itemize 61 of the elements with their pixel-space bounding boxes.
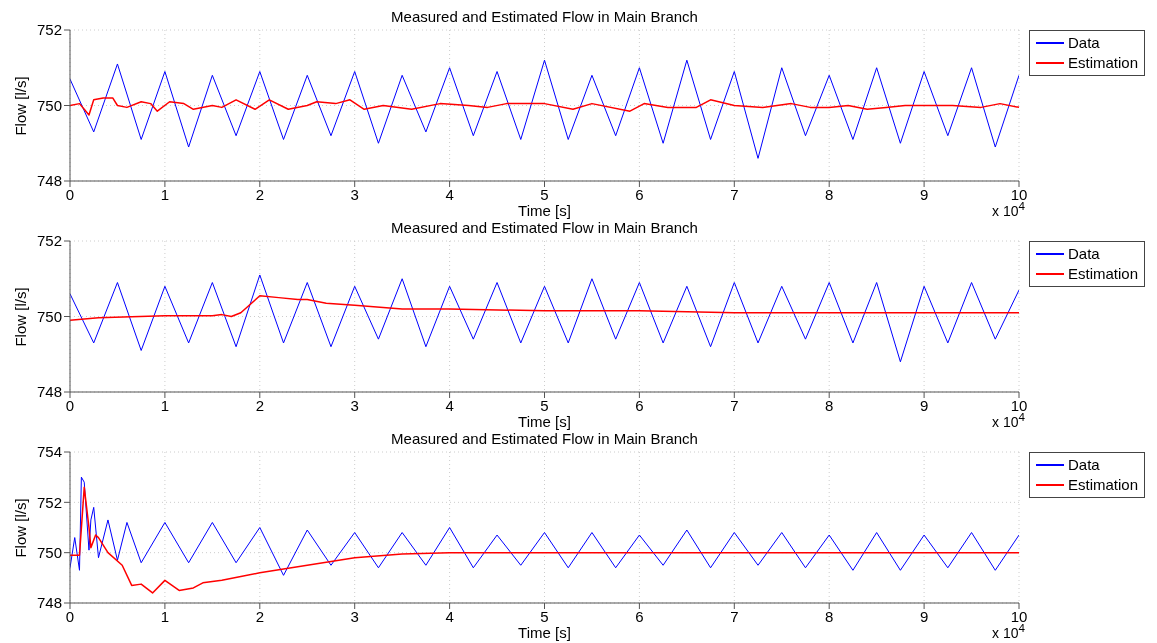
x-tick-label: 3 bbox=[350, 185, 359, 203]
x-tick-label: 4 bbox=[445, 607, 454, 625]
x-tick-label: 7 bbox=[730, 396, 739, 414]
x-axis-title: Time [s] bbox=[518, 202, 571, 219]
y-tick-label: 752 bbox=[36, 493, 62, 511]
chart-title: Measured and Estimated Flow in Main Branch bbox=[390, 430, 699, 447]
x-tick-label: 5 bbox=[540, 396, 549, 414]
x-tick-label: 2 bbox=[255, 607, 264, 625]
x-tick-label: 0 bbox=[65, 607, 75, 625]
y-tick-label: 750 bbox=[36, 96, 62, 114]
x-tick-label: 0 bbox=[65, 396, 75, 414]
y-tick-label: 752 bbox=[36, 232, 62, 250]
legend-label: Data bbox=[1067, 33, 1100, 53]
x-tick-label: 6 bbox=[635, 185, 644, 203]
x-tick-label: 9 bbox=[919, 396, 929, 414]
x-tick-label: 6 bbox=[635, 607, 644, 625]
x-tick-label: 5 bbox=[540, 185, 549, 203]
line-series bbox=[70, 274, 1019, 363]
x-axis-title: Time [s] bbox=[518, 413, 571, 430]
x-tick-label: 2 bbox=[255, 396, 264, 414]
y-tick-label: 748 bbox=[36, 383, 62, 401]
legend-label: Data bbox=[1067, 455, 1100, 475]
y-axis-title: Flow [l/s] bbox=[11, 497, 29, 558]
legend-label: Estimation bbox=[1067, 264, 1138, 284]
legend-label: Estimation bbox=[1067, 53, 1138, 73]
chart-title: Measured and Estimated Flow in Main Branch bbox=[390, 8, 699, 25]
legend-label: Data bbox=[1067, 244, 1100, 264]
x-tick-label: 7 bbox=[730, 607, 739, 625]
x-tick-label: 8 bbox=[825, 607, 834, 625]
x-tick-label: 1 bbox=[160, 396, 170, 414]
x-tick-label: 9 bbox=[919, 607, 929, 625]
x-tick-label: 0 bbox=[65, 185, 75, 203]
x-tick-label: 4 bbox=[445, 396, 454, 414]
x-tick-label: 5 bbox=[540, 607, 549, 625]
line-series bbox=[70, 486, 1019, 594]
x-tick-label: 3 bbox=[350, 396, 359, 414]
x-tick-label: 4 bbox=[445, 185, 454, 203]
line-series bbox=[70, 476, 1019, 576]
x-tick-label: 7 bbox=[730, 185, 739, 203]
x-tick-label: 8 bbox=[825, 396, 834, 414]
x-tick-label: 2 bbox=[255, 185, 264, 203]
x-tick-label: 1 bbox=[160, 185, 170, 203]
y-tick-label: 748 bbox=[36, 172, 62, 190]
legend-label: Estimation bbox=[1067, 475, 1138, 495]
line-series bbox=[70, 97, 1019, 116]
line-series bbox=[70, 294, 1019, 322]
y-tick-label: 748 bbox=[36, 594, 62, 612]
chart-title: Measured and Estimated Flow in Main Branch bbox=[390, 219, 699, 236]
x-tick-label: 3 bbox=[350, 607, 359, 625]
x-tick-label: 6 bbox=[635, 396, 644, 414]
y-axis-title: Flow [l/s] bbox=[11, 75, 29, 136]
y-tick-label: 754 bbox=[36, 443, 62, 461]
y-axis-title: Flow [l/s] bbox=[11, 286, 29, 347]
y-tick-label: 750 bbox=[36, 543, 62, 561]
x-tick-label: 1 bbox=[160, 607, 170, 625]
y-tick-label: 750 bbox=[36, 307, 62, 325]
x-tick-label: 8 bbox=[825, 185, 834, 203]
y-tick-label: 752 bbox=[36, 21, 62, 39]
x-axis-title: Time [s] bbox=[518, 624, 571, 641]
line-series bbox=[70, 59, 1019, 159]
x-tick-label: 9 bbox=[919, 185, 929, 203]
